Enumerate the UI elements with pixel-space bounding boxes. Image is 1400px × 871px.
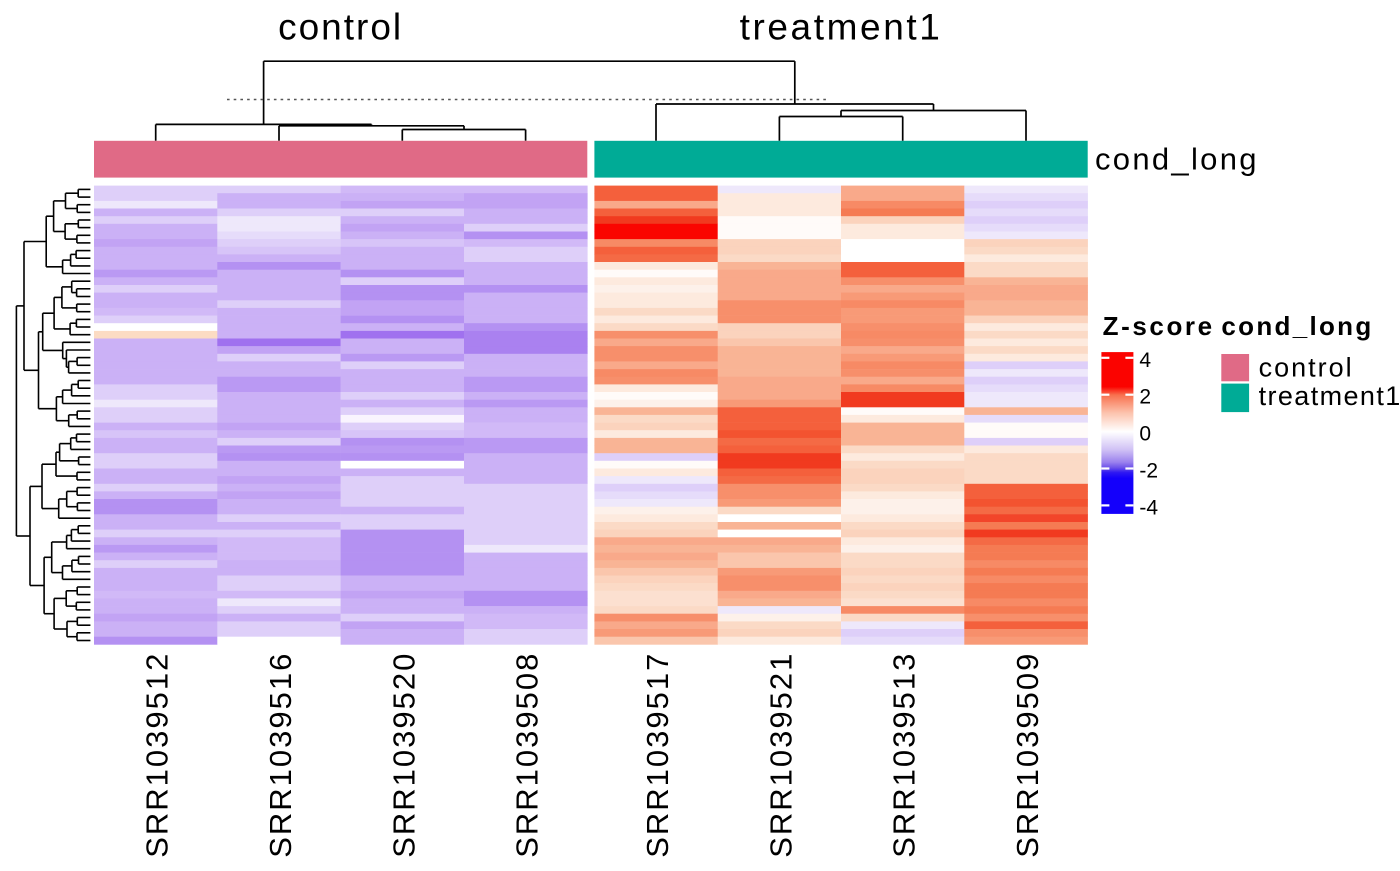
- svg-text:0: 0: [1139, 423, 1151, 446]
- svg-text:treatment1: treatment1: [740, 7, 943, 48]
- svg-text:cond_long: cond_long: [1221, 311, 1373, 341]
- svg-text:-2: -2: [1139, 460, 1158, 483]
- svg-text:4: 4: [1139, 349, 1151, 372]
- svg-text:Z-score: Z-score: [1103, 311, 1215, 341]
- svg-text:SRR1039509: SRR1039509: [1010, 652, 1045, 858]
- svg-text:SRR1039521: SRR1039521: [763, 652, 798, 858]
- svg-text:cond_long: cond_long: [1095, 142, 1259, 177]
- svg-text:SRR1039513: SRR1039513: [887, 652, 922, 858]
- svg-text:SRR1039516: SRR1039516: [263, 652, 298, 858]
- svg-text:SRR1039512: SRR1039512: [140, 652, 175, 858]
- svg-text:SRR1039520: SRR1039520: [386, 652, 421, 858]
- svg-text:SRR1039517: SRR1039517: [640, 652, 675, 858]
- svg-text:control: control: [278, 7, 403, 48]
- svg-text:2: 2: [1139, 386, 1151, 409]
- svg-text:SRR1039508: SRR1039508: [510, 652, 545, 858]
- svg-text:treatment1: treatment1: [1259, 381, 1400, 411]
- svg-text:-4: -4: [1139, 496, 1158, 519]
- svg-text:control: control: [1259, 353, 1354, 383]
